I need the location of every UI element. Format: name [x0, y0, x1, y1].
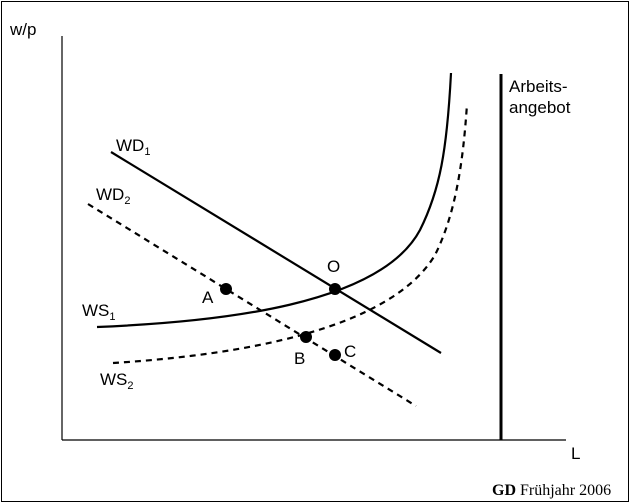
ws2-label: WS2: [100, 370, 134, 392]
ws2-curve: [112, 103, 469, 365]
point-a-label: A: [202, 288, 214, 307]
wd2-label: WD2: [96, 185, 130, 207]
y-axis-label: w/p: [9, 20, 36, 39]
point-c-label: C: [344, 342, 356, 361]
credit-text: GD Frühjahr 2006: [492, 482, 611, 499]
labor-supply-label-line2: angebot: [509, 98, 571, 117]
labor-supply-label-line1: Arbeits-: [509, 77, 568, 96]
point-o: [329, 283, 341, 295]
ws1-label: WS1: [82, 301, 116, 323]
wd2-curve: [87, 203, 417, 407]
point-o-label: O: [327, 257, 340, 276]
point-c: [329, 349, 341, 361]
point-b-label: B: [294, 349, 305, 368]
ws1-curve: [96, 72, 453, 329]
point-b: [300, 331, 312, 343]
x-axis-label: L: [571, 444, 580, 463]
wd1-curve: [110, 151, 442, 354]
point-a: [220, 283, 232, 295]
wd1-label: WD1: [116, 136, 150, 158]
